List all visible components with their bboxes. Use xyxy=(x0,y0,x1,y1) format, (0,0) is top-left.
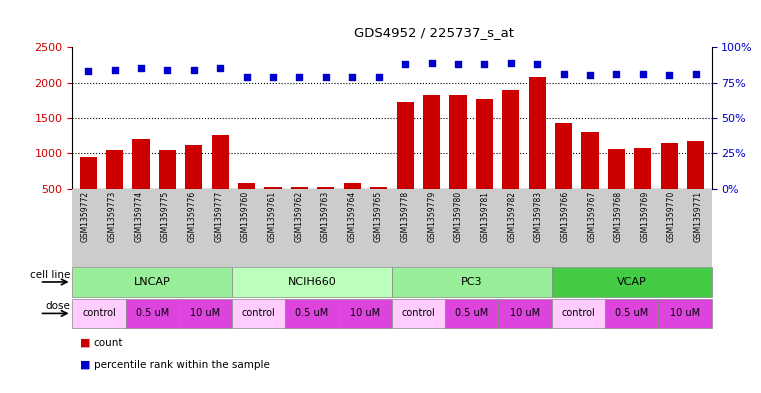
Text: ■: ■ xyxy=(80,338,91,348)
Text: GSM1359778: GSM1359778 xyxy=(401,191,409,242)
Bar xyxy=(132,139,150,189)
Text: control: control xyxy=(82,309,116,318)
Text: 0.5 uM: 0.5 uM xyxy=(455,309,489,318)
Point xyxy=(267,74,279,80)
Text: GSM1359767: GSM1359767 xyxy=(587,191,596,242)
Text: GSM1359761: GSM1359761 xyxy=(268,191,276,242)
Text: GSM1359773: GSM1359773 xyxy=(108,191,116,242)
Bar xyxy=(344,183,361,189)
Point xyxy=(373,74,385,80)
Text: ■: ■ xyxy=(80,360,91,369)
Text: GSM1359763: GSM1359763 xyxy=(321,191,330,242)
Text: dose: dose xyxy=(45,301,70,311)
Text: GDS4952 / 225737_s_at: GDS4952 / 225737_s_at xyxy=(354,26,514,39)
Text: GSM1359772: GSM1359772 xyxy=(81,191,90,242)
Point xyxy=(214,65,226,72)
Point xyxy=(584,72,596,79)
Bar xyxy=(581,132,599,189)
Text: VCAP: VCAP xyxy=(616,277,647,287)
Point xyxy=(161,67,174,73)
Point xyxy=(188,67,200,73)
Text: 10 uM: 10 uM xyxy=(510,309,540,318)
Text: GSM1359779: GSM1359779 xyxy=(428,191,436,242)
Point xyxy=(399,61,411,67)
Text: GSM1359782: GSM1359782 xyxy=(508,191,516,242)
Text: GSM1359774: GSM1359774 xyxy=(135,191,143,242)
Bar xyxy=(555,123,572,189)
Point xyxy=(346,74,358,80)
Point xyxy=(240,74,253,80)
Text: 0.5 uM: 0.5 uM xyxy=(135,309,169,318)
Text: cell line: cell line xyxy=(30,270,70,280)
Text: 10 uM: 10 uM xyxy=(190,309,221,318)
Text: count: count xyxy=(94,338,123,348)
Text: 0.5 uM: 0.5 uM xyxy=(615,309,648,318)
Point xyxy=(505,60,517,66)
Point xyxy=(294,74,306,80)
Point xyxy=(558,71,570,77)
Point xyxy=(135,65,147,72)
Point xyxy=(689,71,702,77)
Bar xyxy=(212,135,229,189)
Bar xyxy=(317,187,335,189)
Text: GSM1359780: GSM1359780 xyxy=(454,191,463,242)
Bar xyxy=(291,187,308,189)
Point xyxy=(320,74,332,80)
Text: control: control xyxy=(562,309,595,318)
Text: GSM1359775: GSM1359775 xyxy=(161,191,170,242)
Text: percentile rank within the sample: percentile rank within the sample xyxy=(94,360,269,369)
Bar xyxy=(634,148,651,189)
Point xyxy=(478,61,490,67)
Bar xyxy=(449,95,466,189)
Point xyxy=(109,67,121,73)
Text: GSM1359781: GSM1359781 xyxy=(481,191,489,242)
Text: GSM1359769: GSM1359769 xyxy=(641,191,649,242)
Bar xyxy=(502,90,519,189)
Bar xyxy=(687,141,704,189)
Bar xyxy=(106,151,123,189)
Text: GSM1359760: GSM1359760 xyxy=(241,191,250,242)
Text: LNCAP: LNCAP xyxy=(134,277,170,287)
Text: PC3: PC3 xyxy=(461,277,482,287)
Bar xyxy=(159,150,176,189)
Text: 0.5 uM: 0.5 uM xyxy=(295,309,329,318)
Point xyxy=(425,60,438,66)
Point xyxy=(663,72,675,79)
Bar xyxy=(476,99,493,189)
Bar xyxy=(185,145,202,189)
Text: control: control xyxy=(242,309,275,318)
Bar xyxy=(370,187,387,189)
Bar xyxy=(396,102,414,189)
Text: GSM1359768: GSM1359768 xyxy=(614,191,622,242)
Text: 10 uM: 10 uM xyxy=(670,309,700,318)
Bar xyxy=(80,157,97,189)
Point xyxy=(610,71,622,77)
Point xyxy=(637,71,649,77)
Bar xyxy=(608,149,625,189)
Bar xyxy=(423,95,440,189)
Text: GSM1359777: GSM1359777 xyxy=(215,191,223,242)
Bar xyxy=(529,77,546,189)
Text: NCIH660: NCIH660 xyxy=(288,277,336,287)
Point xyxy=(82,68,94,74)
Text: 10 uM: 10 uM xyxy=(350,309,380,318)
Text: GSM1359765: GSM1359765 xyxy=(374,191,383,242)
Bar xyxy=(265,187,282,189)
Text: control: control xyxy=(402,309,435,318)
Text: GSM1359766: GSM1359766 xyxy=(561,191,569,242)
Text: GSM1359776: GSM1359776 xyxy=(188,191,196,242)
Text: GSM1359783: GSM1359783 xyxy=(534,191,543,242)
Point xyxy=(452,61,464,67)
Text: GSM1359771: GSM1359771 xyxy=(694,191,702,242)
Text: GSM1359770: GSM1359770 xyxy=(667,191,676,242)
Text: GSM1359762: GSM1359762 xyxy=(295,191,303,242)
Text: GSM1359764: GSM1359764 xyxy=(348,191,356,242)
Point xyxy=(531,61,543,67)
Bar xyxy=(661,143,678,189)
Bar xyxy=(238,183,255,189)
